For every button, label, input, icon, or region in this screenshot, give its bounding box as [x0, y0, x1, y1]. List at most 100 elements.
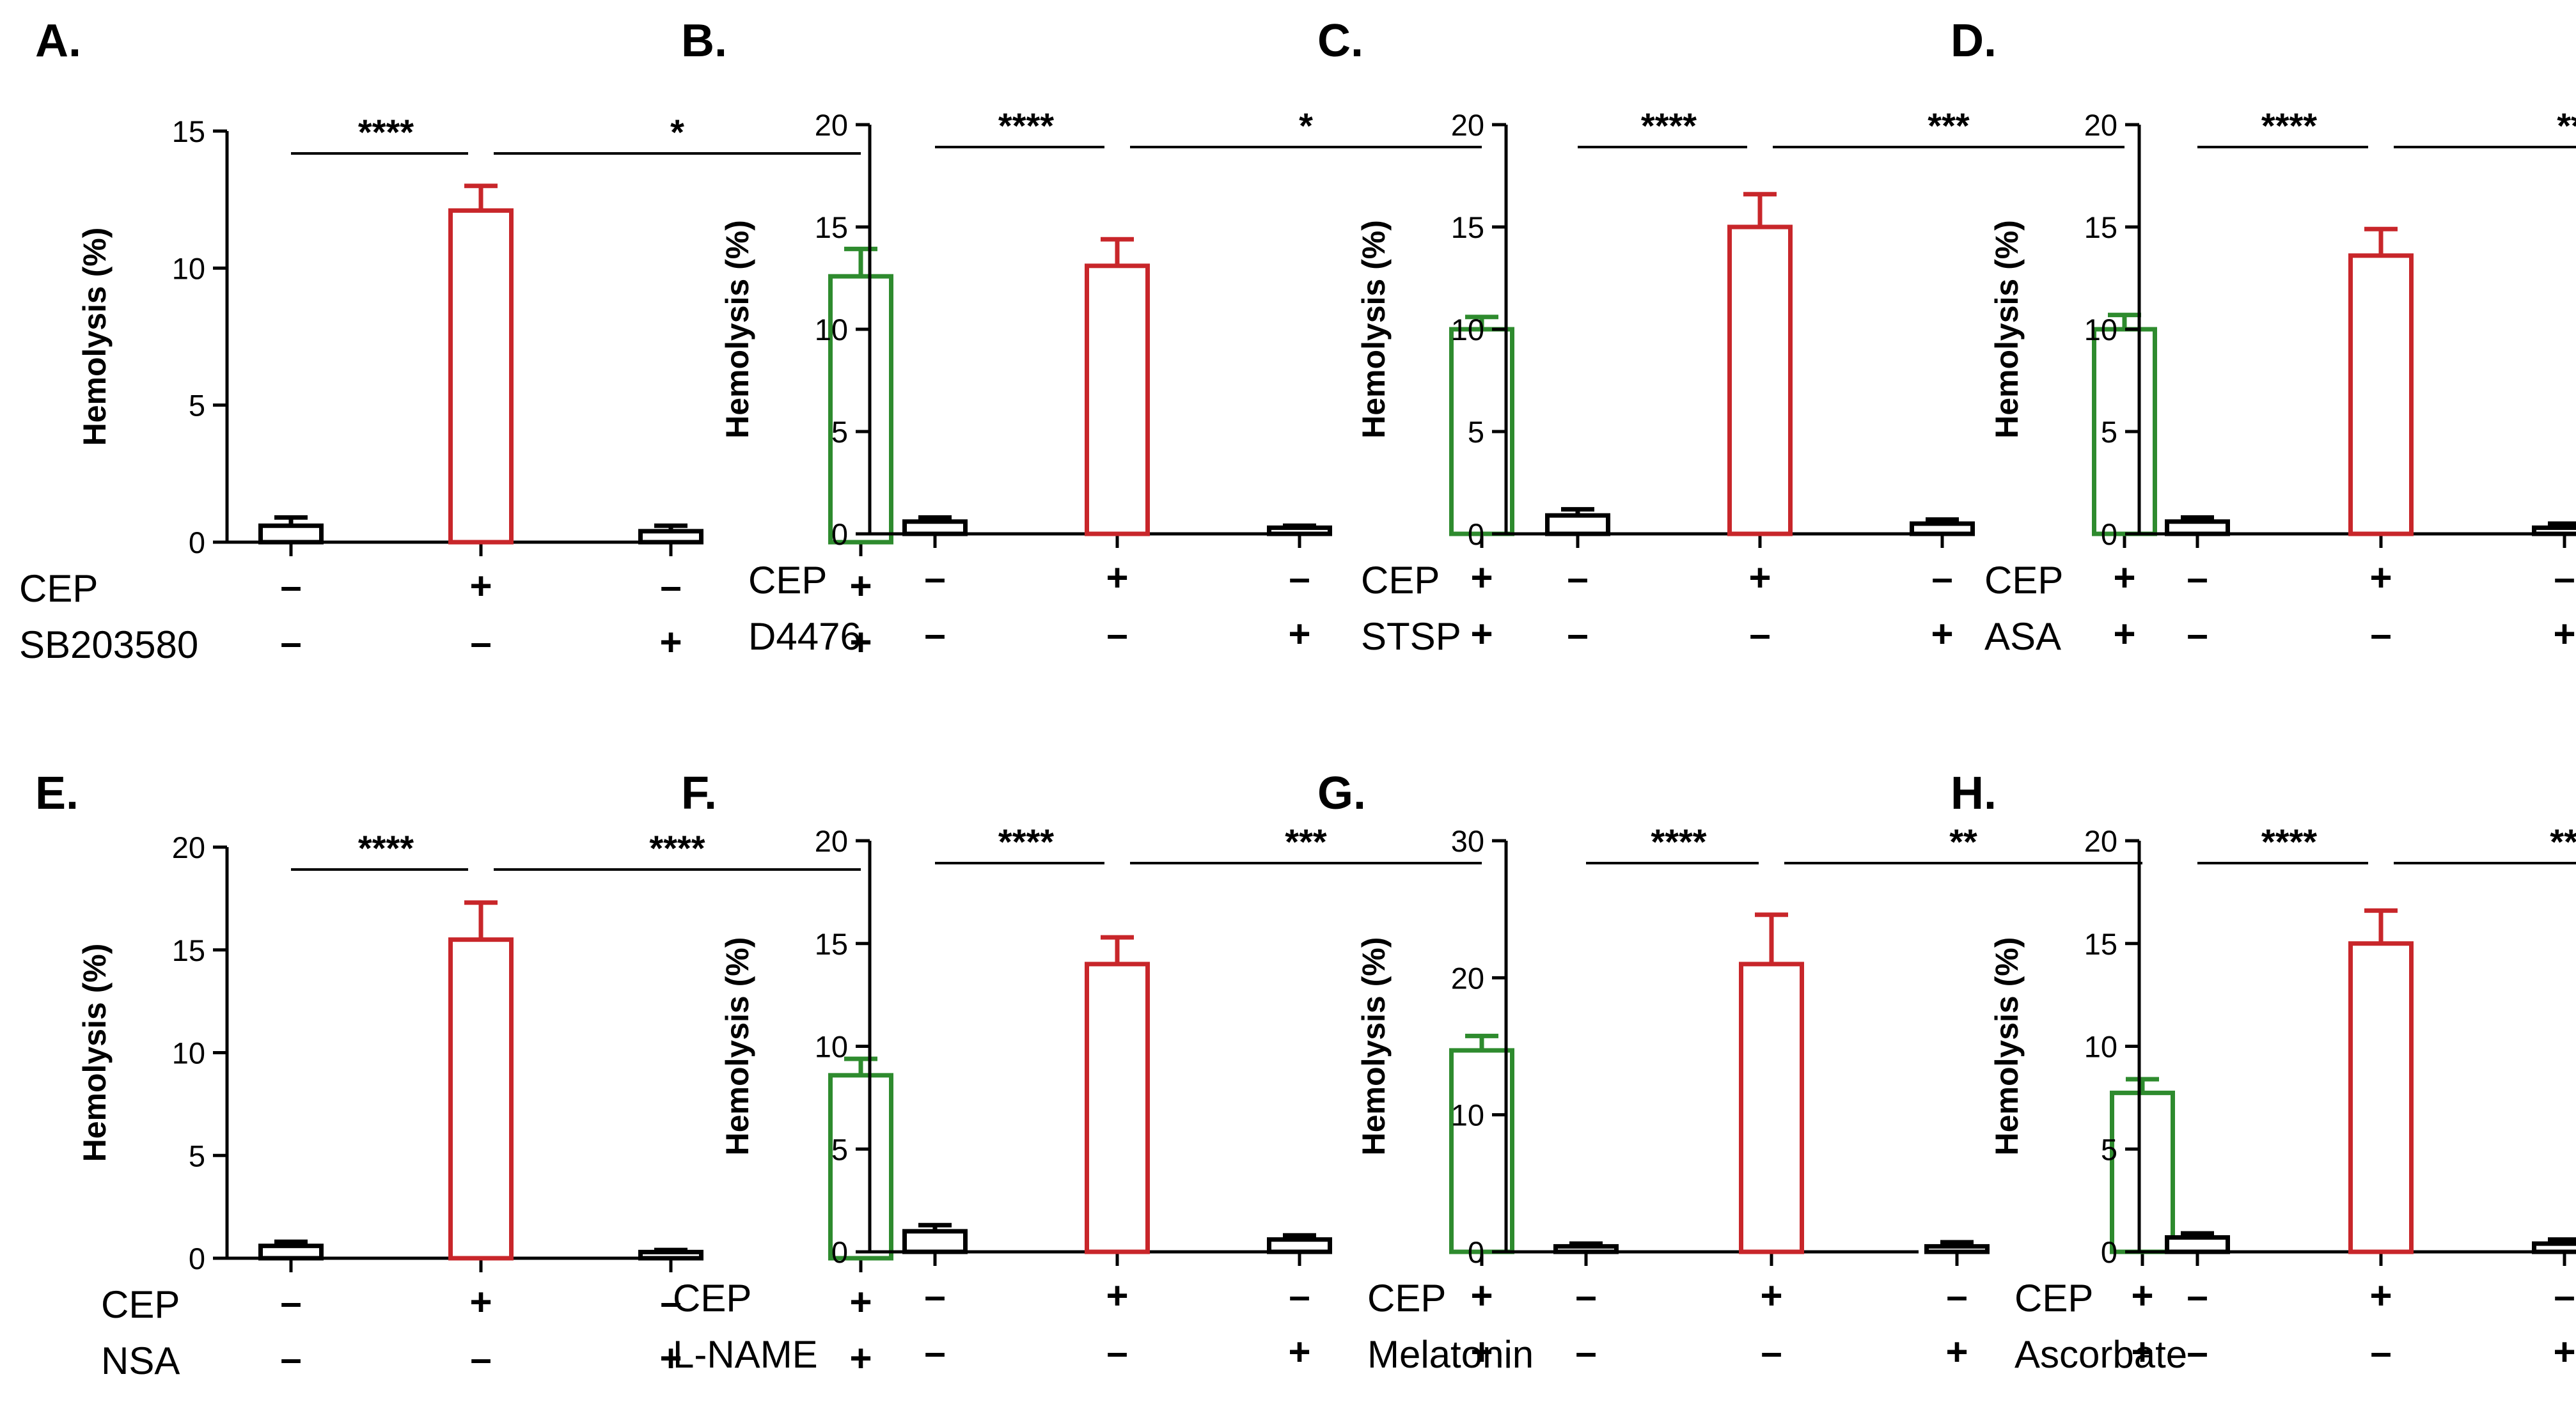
treatment-sign: – [2187, 1274, 2208, 1317]
significance-label: **** [358, 112, 414, 152]
treatment-sign: – [1946, 1274, 1967, 1317]
y-tick-label: 5 [2101, 415, 2117, 449]
y-tick-label: 20 [815, 108, 848, 142]
treatment-label: Ascorbate [2014, 1333, 2187, 1376]
treatment-sign: – [2370, 1330, 2391, 1373]
y-tick-label: 15 [815, 927, 848, 961]
significance-label: **** [358, 828, 414, 868]
bar [2532, 525, 2576, 536]
panel-label: A. [35, 15, 81, 66]
treatment-sign: – [1931, 556, 1952, 599]
treatment-sign: + [659, 621, 682, 664]
treatment-sign: + [659, 1337, 682, 1380]
y-tick-label: 20 [172, 831, 205, 864]
y-tick-label: 0 [189, 526, 205, 559]
y-axis-title: Hemolysis (%) [1989, 937, 2025, 1156]
y-tick-label: 30 [1451, 824, 1484, 858]
treatment-sign: – [2554, 556, 2575, 599]
y-tick-label: 0 [2101, 517, 2117, 551]
treatment-label: L-NAME [673, 1333, 818, 1376]
treatment-sign: – [1567, 612, 1588, 655]
treatment-label: NSA [101, 1339, 180, 1382]
significance-label: *** [1928, 105, 1970, 146]
bar [828, 274, 893, 545]
bar [258, 1244, 324, 1261]
treatment-sign: – [1106, 612, 1127, 655]
bar [2110, 1090, 2175, 1254]
bar [1449, 1048, 1514, 1254]
bar [902, 519, 968, 536]
y-tick-label: 20 [2084, 108, 2117, 142]
y-tick-label: 10 [2084, 313, 2117, 347]
treatment-sign: – [1749, 612, 1770, 655]
y-tick-label: 20 [815, 824, 848, 858]
panel-label: C. [1317, 15, 1363, 66]
y-tick-label: 15 [172, 114, 205, 148]
y-tick-label: 20 [2084, 824, 2117, 858]
treatment-sign: + [1931, 612, 1953, 655]
treatment-sign: + [1470, 1274, 1493, 1317]
treatment-sign: + [2131, 1274, 2153, 1317]
y-axis-title: Hemolysis (%) [77, 944, 113, 1162]
y-axis-title: Hemolysis (%) [1356, 937, 1392, 1156]
significance-label: ** [1949, 822, 1977, 862]
treatment-sign: – [924, 612, 945, 655]
y-tick-label: 10 [1451, 1098, 1484, 1132]
significance-label: **** [2261, 822, 2317, 862]
treatment-sign: + [849, 565, 872, 607]
significance-label: **** [998, 822, 1054, 862]
significance-label: * [1299, 105, 1313, 146]
treatment-sign: – [1289, 556, 1310, 599]
y-tick-label: 0 [189, 1242, 205, 1275]
treatment-sign: – [2554, 1274, 2575, 1317]
y-tick-label: 15 [2084, 927, 2117, 961]
y-tick-label: 15 [172, 933, 205, 967]
bar [258, 523, 324, 545]
significance-label: **** [2261, 105, 2317, 146]
y-tick-label: 10 [815, 313, 848, 347]
treatment-label: CEP [1361, 559, 1440, 602]
y-axis-title: Hemolysis (%) [719, 220, 755, 439]
treatment-sign: + [1470, 1330, 1493, 1373]
bar [1267, 525, 1332, 536]
significance-label: *** [2550, 822, 2576, 862]
treatment-sign: – [470, 1337, 491, 1380]
y-tick-label: 0 [831, 517, 848, 551]
treatment-sign: + [1470, 612, 1493, 655]
y-tick-label: 10 [815, 1030, 848, 1064]
treatment-sign: – [280, 565, 301, 607]
treatment-sign: + [2369, 1274, 2392, 1317]
treatment-sign: + [2131, 1330, 2153, 1373]
y-axis-title: Hemolysis (%) [1356, 220, 1392, 439]
y-tick-label: 20 [1451, 108, 1484, 142]
treatment-sign: + [1106, 556, 1128, 599]
bar [2092, 327, 2157, 536]
treatment-sign: – [1289, 1274, 1310, 1317]
treatment-sign: + [2113, 556, 2135, 599]
treatment-sign: – [2187, 612, 2208, 655]
y-tick-label: 10 [172, 251, 205, 285]
treatment-label: ASA [1984, 615, 2061, 658]
treatment-sign: + [1288, 1330, 1310, 1373]
y-axis-title: Hemolysis (%) [719, 937, 755, 1156]
y-tick-label: 0 [2101, 1235, 2117, 1269]
treatment-sign: + [849, 1337, 872, 1380]
y-tick-label: 5 [1468, 415, 1484, 449]
treatment-sign: – [1575, 1274, 1596, 1317]
treatment-sign: + [849, 621, 872, 664]
bar [1545, 513, 1610, 536]
y-tick-label: 5 [2101, 1132, 2117, 1166]
y-tick-label: 20 [1451, 961, 1484, 995]
treatment-sign: + [2553, 1330, 2575, 1373]
treatment-sign: – [2187, 556, 2208, 599]
treatment-sign: – [280, 1337, 301, 1380]
treatment-sign: + [1106, 1274, 1128, 1317]
treatment-label: STSP [1361, 615, 1461, 658]
y-tick-label: 15 [815, 210, 848, 244]
significance-label: *** [1285, 822, 1327, 862]
bar [448, 208, 514, 545]
